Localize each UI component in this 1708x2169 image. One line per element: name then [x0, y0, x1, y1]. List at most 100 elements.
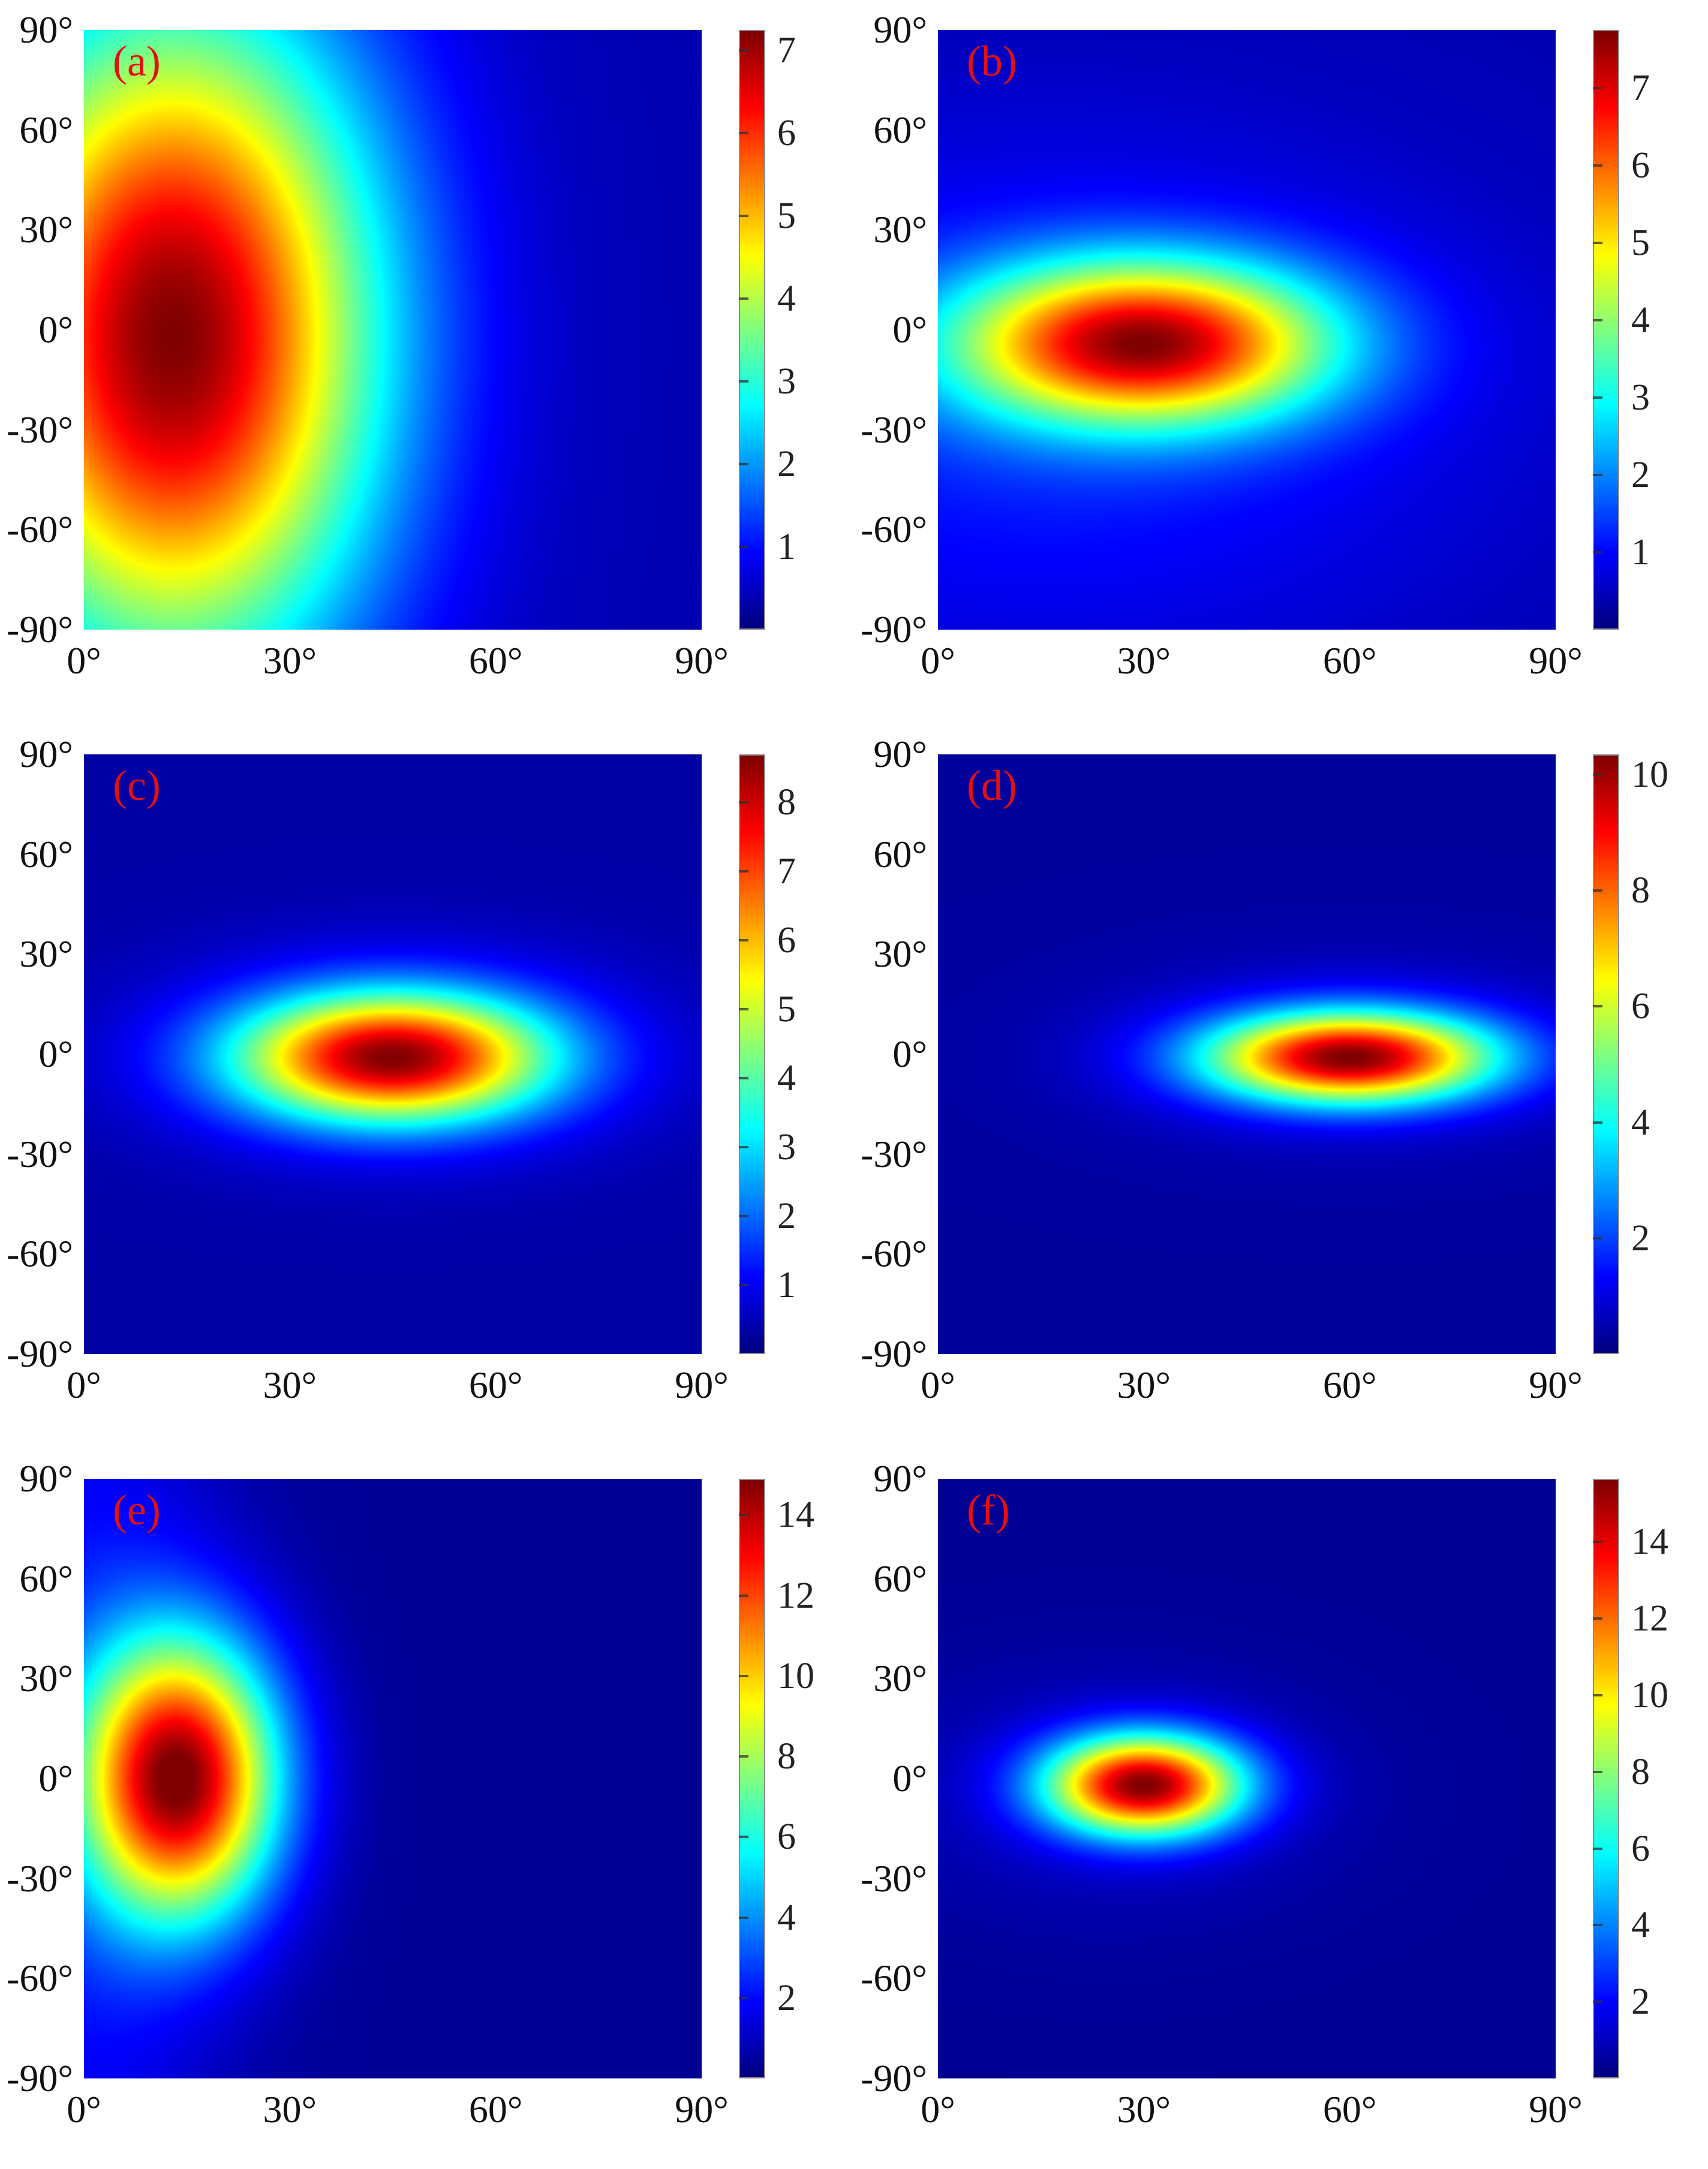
x-tick-label-c: 30°: [263, 1364, 317, 1406]
colorbar-tick-mark-a: [739, 49, 748, 52]
colorbar-tick-mark-e: [739, 1755, 748, 1758]
x-tick-label-b: 60°: [1322, 639, 1377, 682]
x-tick-label-e: 30°: [263, 2088, 317, 2131]
y-tick-label-f: -90°: [861, 2057, 927, 2099]
colorbar-tick-mark-b: [1593, 550, 1602, 553]
colorbar-tick-mark-e: [739, 1836, 748, 1839]
x-tick-label-e: 60°: [468, 2088, 523, 2131]
colorbar-tick-label-e: 12: [777, 1575, 814, 1616]
colorbar-c: [739, 754, 765, 1354]
y-tick-label-e: 30°: [19, 1657, 73, 1700]
colorbar-tick-mark-d: [1593, 889, 1602, 892]
y-tick-label-d: 0°: [892, 1033, 927, 1075]
x-tick-label-d: 30°: [1117, 1364, 1171, 1406]
plot-area-c: (c): [84, 754, 702, 1354]
y-tick-label-a: -90°: [7, 608, 73, 651]
y-tick-label-b: -60°: [861, 508, 927, 551]
colorbar-tick-mark-e: [739, 1916, 748, 1919]
colorbar-tick-mark-b: [1593, 164, 1602, 167]
colorbar-tick-label-f: 14: [1631, 1521, 1668, 1563]
colorbar-tick-mark-b: [1593, 318, 1602, 321]
x-tick-label-f: 60°: [1322, 2088, 1377, 2131]
colorbar-tick-mark-a: [739, 215, 748, 218]
panel-e: (e) 90° 60° 30° 0° -30° -60° -90° 0° 30° 60° 90° 14…: [0, 1449, 854, 2168]
colorbar-tick-mark-d: [1593, 1121, 1602, 1124]
heatmap-canvas-f: [938, 1479, 1556, 2078]
colorbar-tick-mark-c: [739, 870, 748, 873]
colorbar-tick-label-a: 7: [777, 30, 796, 71]
colorbar-tick-mark-b: [1593, 241, 1602, 244]
y-tick-label-d: -60°: [861, 1232, 927, 1275]
colorbar-tick-label-f: 2: [1631, 1981, 1650, 2023]
y-tick-label-b: -90°: [861, 608, 927, 651]
y-tick-label-e: 0°: [38, 1757, 73, 1800]
y-tick-label-e: -90°: [7, 2057, 73, 2099]
colorbar-tick-mark-b: [1593, 473, 1602, 476]
colorbar-tick-label-e: 10: [777, 1655, 814, 1696]
y-tick-label-b: -30°: [861, 408, 927, 451]
colorbar-tick-mark-c: [739, 1146, 748, 1149]
colorbar-tick-mark-c: [739, 801, 748, 804]
y-tick-label-c: -90°: [7, 1332, 73, 1375]
panel-label-a: (a): [113, 37, 161, 85]
colorbar-tick-label-f: 10: [1631, 1675, 1668, 1716]
colorbar-tick-label-e: 6: [777, 1816, 796, 1858]
x-tick-label-a: 0°: [67, 639, 101, 682]
colorbar-tick-label-e: 2: [777, 1977, 796, 2018]
colorbar-tick-label-d: 8: [1631, 870, 1650, 911]
colorbar-tick-label-f: 12: [1631, 1598, 1668, 1639]
colorbar-tick-mark-a: [739, 132, 748, 135]
colorbar-b: [1593, 30, 1619, 630]
y-tick-label-c: 30°: [19, 932, 73, 976]
colorbar-f: [1593, 1479, 1619, 2078]
colorbar-d: [1593, 754, 1619, 1354]
colorbar-tick-label-e: 14: [777, 1494, 814, 1536]
colorbar-tick-mark-f: [1593, 1847, 1602, 1850]
y-tick-label-d: -90°: [861, 1332, 927, 1375]
colorbar-tick-label-b: 6: [1631, 145, 1650, 186]
y-tick-label-b: 0°: [892, 308, 927, 351]
y-tick-label-c: -30°: [7, 1132, 73, 1175]
y-tick-label-e: 90°: [19, 1457, 73, 1500]
colorbar-tick-label-a: 4: [777, 278, 796, 320]
y-tick-label-a: 90°: [19, 8, 73, 51]
x-tick-label-f: 30°: [1117, 2088, 1171, 2131]
colorbar-tick-mark-f: [1593, 1694, 1602, 1697]
x-tick-label-b: 30°: [1117, 639, 1171, 682]
colorbar-tick-label-d: 6: [1631, 986, 1650, 1027]
panel-b: (b) 90° 60° 30° 0° -30° -60° -90° 0° 30° 60° 90° 7 6…: [854, 0, 1708, 720]
y-tick-label-d: 90°: [873, 733, 927, 775]
colorbar-tick-label-d: 2: [1631, 1217, 1650, 1259]
y-tick-label-f: 60°: [873, 1557, 927, 1600]
x-tick-label-a: 90°: [675, 639, 729, 682]
x-tick-label-d: 0°: [921, 1364, 955, 1406]
plot-area-b: (b): [938, 30, 1556, 630]
x-tick-label-f: 0°: [921, 2088, 955, 2131]
x-tick-label-a: 60°: [468, 639, 523, 682]
panel-a: (a) 90° 60° 30° 0° -30° -60° -90° 0° 30° 60° 90° 7 6…: [0, 0, 854, 720]
y-tick-label-c: 90°: [19, 733, 73, 775]
colorbar-tick-mark-a: [739, 297, 748, 300]
colorbar-tick-mark-f: [1593, 1770, 1602, 1773]
colorbar-tick-label-d: 4: [1631, 1102, 1650, 1143]
y-tick-label-d: -30°: [861, 1132, 927, 1175]
colorbar-tick-mark-b: [1593, 396, 1602, 399]
y-tick-label-a: 60°: [19, 108, 73, 151]
colorbar-tick-mark-d: [1593, 1237, 1602, 1240]
x-tick-label-c: 60°: [468, 1364, 523, 1406]
colorbar-tick-mark-e: [739, 1674, 748, 1677]
y-tick-label-a: -30°: [7, 408, 73, 451]
colorbar-tick-mark-f: [1593, 1541, 1602, 1544]
plot-area-f: (f): [938, 1479, 1556, 2078]
colorbar-tick-label-b: 4: [1631, 299, 1650, 341]
colorbar-tick-label-a: 3: [777, 361, 796, 402]
colorbar-tick-label-a: 2: [777, 444, 796, 485]
colorbar-tick-label-b: 3: [1631, 377, 1650, 418]
colorbar-tick-label-a: 6: [777, 113, 796, 154]
heatmap-canvas-c: [84, 754, 702, 1354]
colorbar-tick-label-e: 8: [777, 1736, 796, 1777]
x-tick-label-f: 90°: [1529, 2088, 1583, 2131]
colorbar-tick-label-e: 4: [777, 1897, 796, 1938]
colorbar-tick-mark-e: [739, 1594, 748, 1597]
x-tick-label-e: 0°: [67, 2088, 101, 2131]
